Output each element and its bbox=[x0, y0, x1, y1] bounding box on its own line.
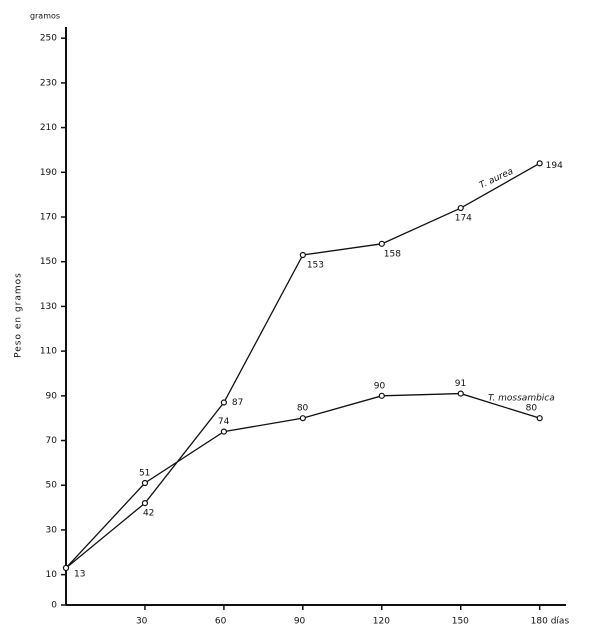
y-tick-label: 70 bbox=[46, 436, 58, 446]
y-tick-label: 210 bbox=[40, 123, 57, 133]
point-marker bbox=[457, 390, 464, 397]
data-label: 91 bbox=[455, 379, 466, 389]
x-tick-label: 150 bbox=[452, 617, 469, 627]
y-tick-label: 30 bbox=[46, 525, 58, 535]
y-tick-label: 0 bbox=[51, 601, 57, 611]
y-tick-label: 150 bbox=[40, 257, 57, 267]
series-line bbox=[65, 162, 541, 569]
y-tick-label: 130 bbox=[40, 302, 57, 312]
data-label: 153 bbox=[307, 261, 324, 271]
y-tick-label: 170 bbox=[40, 213, 57, 223]
y-tick-label: 250 bbox=[40, 34, 57, 44]
x-tick-label: 60 bbox=[215, 617, 227, 627]
point-marker bbox=[536, 160, 543, 167]
point-marker bbox=[62, 564, 70, 572]
data-label: 42 bbox=[143, 509, 154, 519]
y-unit-label: gramos bbox=[30, 12, 60, 21]
data-label: 87 bbox=[232, 398, 243, 408]
data-label: 90 bbox=[374, 381, 386, 391]
point-marker bbox=[457, 204, 464, 212]
point-marker bbox=[220, 399, 227, 406]
data-label: 80 bbox=[526, 404, 538, 414]
y-tick-label: 110 bbox=[40, 347, 57, 357]
data-label: 194 bbox=[546, 161, 563, 171]
x-tick-label: 180 días bbox=[531, 617, 570, 627]
point-marker bbox=[299, 415, 306, 422]
y-tick-label: 10 bbox=[46, 570, 58, 580]
data-label: 158 bbox=[384, 249, 401, 259]
point-marker bbox=[378, 240, 385, 247]
y-tick-label: 230 bbox=[40, 78, 57, 88]
point-marker bbox=[141, 500, 149, 507]
y-tick-label: 90 bbox=[46, 391, 58, 401]
y-tick-label: 50 bbox=[46, 481, 58, 491]
y-axis-label: Peso en gramos bbox=[14, 272, 24, 358]
x-tick-label: 90 bbox=[294, 617, 306, 627]
point-marker bbox=[299, 251, 306, 259]
point-marker bbox=[141, 479, 149, 487]
data-label: 51 bbox=[139, 469, 150, 479]
data-label: 174 bbox=[455, 214, 472, 224]
point-marker bbox=[220, 428, 227, 435]
x-tick-label: 120 bbox=[373, 617, 390, 627]
point-marker bbox=[378, 392, 385, 399]
data-label: 80 bbox=[297, 404, 309, 414]
data-label: 13 bbox=[74, 569, 85, 579]
y-tick-label: 190 bbox=[40, 168, 57, 178]
series-label: T. mossambica bbox=[488, 394, 555, 404]
x-tick-label: 30 bbox=[136, 617, 148, 627]
point-marker bbox=[536, 415, 543, 422]
data-label: 74 bbox=[218, 417, 230, 427]
